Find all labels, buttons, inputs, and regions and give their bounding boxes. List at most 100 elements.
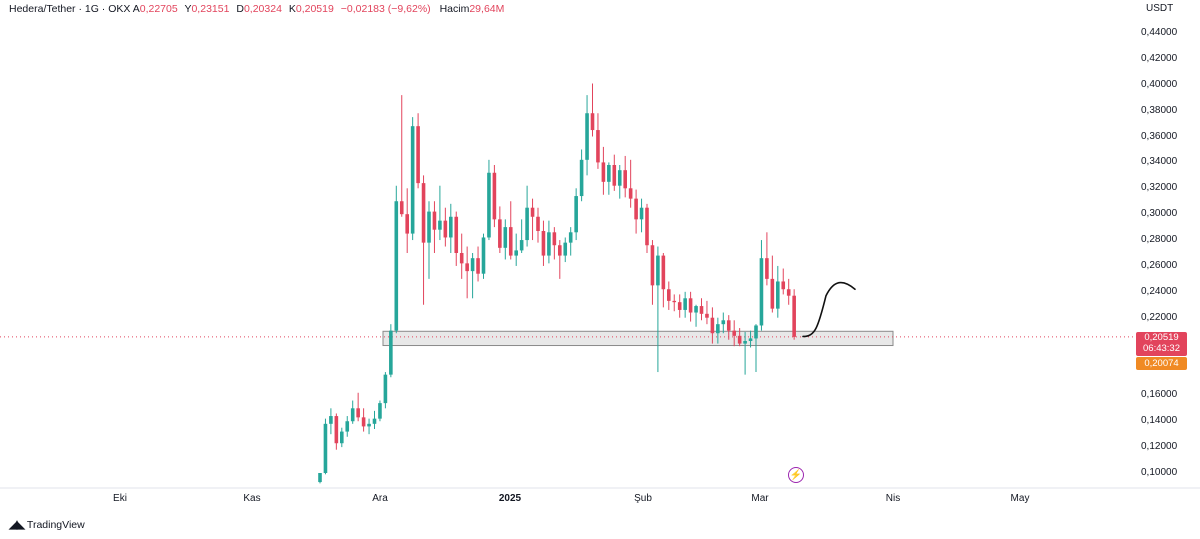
candle-body bbox=[623, 170, 627, 189]
open-value: 0,22705 bbox=[139, 3, 178, 15]
candle-body bbox=[389, 330, 393, 375]
candle-body bbox=[607, 165, 611, 182]
candle-body bbox=[487, 172, 491, 238]
candle-body bbox=[585, 113, 589, 160]
projection-arrow bbox=[802, 281, 856, 338]
open-label: A bbox=[132, 3, 140, 15]
price-tick-label: 0,44000 bbox=[1141, 27, 1178, 38]
candle-body bbox=[748, 338, 753, 341]
price-axis-unit: USDT bbox=[1146, 3, 1174, 14]
price-tick-label: 0,38000 bbox=[1141, 104, 1178, 116]
price-tick-label: 0,14000 bbox=[1141, 415, 1178, 427]
time-tick-label: Ara bbox=[372, 493, 388, 504]
candle-body bbox=[694, 306, 698, 313]
candle-body bbox=[726, 320, 731, 331]
candle-countdown: 06:43:32 bbox=[1143, 343, 1180, 354]
price-tick-label: 0,36000 bbox=[1141, 130, 1178, 142]
high-value: 0,23151 bbox=[191, 3, 230, 15]
candle-body bbox=[503, 227, 508, 248]
candle-body bbox=[498, 219, 502, 248]
candle-body bbox=[639, 207, 644, 220]
candle-body bbox=[372, 418, 377, 424]
price-tick-label: 0,10000 bbox=[1141, 467, 1178, 478]
candle-body bbox=[568, 232, 573, 243]
candle-body bbox=[361, 417, 366, 427]
candle-body bbox=[688, 298, 693, 313]
price-tick-label: 0,40000 bbox=[1141, 78, 1178, 90]
candle-body bbox=[340, 431, 344, 444]
low-label: D bbox=[236, 3, 244, 15]
candle-body bbox=[770, 278, 775, 309]
tradingview-logo[interactable]: ◢◣ TradingView bbox=[9, 518, 85, 532]
candle-body bbox=[617, 170, 622, 186]
candle-body bbox=[541, 231, 546, 256]
candle-body bbox=[667, 289, 671, 301]
candle-body bbox=[786, 289, 791, 296]
price-tick-label: 0,26000 bbox=[1141, 259, 1178, 271]
candle-body bbox=[563, 242, 568, 256]
candle-body bbox=[705, 313, 709, 318]
candle-body bbox=[781, 281, 786, 290]
candle-body bbox=[367, 423, 371, 427]
candle-body bbox=[579, 159, 584, 197]
tradingview-wordmark: TradingView bbox=[26, 518, 85, 531]
price-tick-label: 0,12000 bbox=[1141, 441, 1178, 453]
price-tick-label: 0,42000 bbox=[1141, 52, 1178, 64]
volume-label: Hacim bbox=[439, 3, 470, 15]
candle-body bbox=[710, 317, 715, 334]
candle-body bbox=[345, 421, 350, 432]
candle-body bbox=[519, 240, 524, 251]
time-tick-label: May bbox=[1010, 493, 1030, 504]
tradingview-logo-icon: ◢◣ bbox=[9, 519, 25, 531]
candle-body bbox=[394, 201, 399, 331]
candle-body bbox=[552, 232, 557, 246]
low-price-tag: 0,20074 bbox=[1136, 357, 1187, 370]
candle-body bbox=[318, 473, 322, 483]
lightning-icon[interactable]: ⚡ bbox=[788, 467, 804, 483]
price-tick-label: 0,16000 bbox=[1141, 389, 1178, 401]
candle-body bbox=[443, 220, 448, 238]
candle-body bbox=[628, 188, 633, 199]
current-price-value: 0,20519 bbox=[1144, 332, 1179, 343]
candle-body bbox=[459, 253, 464, 264]
close-value: 0,20519 bbox=[295, 3, 334, 15]
candle-body bbox=[792, 295, 796, 337]
price-tick-label: 0,34000 bbox=[1141, 156, 1178, 168]
candle-body bbox=[514, 250, 518, 256]
candle-body bbox=[399, 201, 404, 215]
candle-body bbox=[716, 324, 720, 334]
candle-body bbox=[421, 183, 426, 243]
candle-body bbox=[481, 237, 486, 274]
time-tick-label: Mar bbox=[751, 493, 769, 504]
candle-body bbox=[601, 162, 606, 182]
candle-body bbox=[574, 196, 578, 233]
candle-body bbox=[329, 416, 333, 424]
volume-value: 29,64M bbox=[469, 3, 505, 15]
candle-body bbox=[677, 302, 682, 310]
candle-body bbox=[449, 216, 453, 238]
candle-body bbox=[656, 255, 660, 286]
candle-body bbox=[558, 245, 562, 256]
candle-body bbox=[416, 126, 420, 184]
price-tick-label: 0,32000 bbox=[1141, 182, 1178, 194]
candle-body bbox=[683, 298, 687, 310]
candle-body bbox=[350, 408, 355, 422]
time-tick-label: Eki bbox=[113, 493, 127, 504]
candle-body bbox=[634, 198, 638, 220]
candle-body bbox=[334, 416, 339, 444]
candle-body bbox=[432, 211, 437, 230]
candle-body bbox=[508, 227, 513, 256]
candle-body bbox=[672, 300, 677, 303]
candle-body bbox=[754, 325, 758, 339]
candle-body bbox=[405, 214, 409, 234]
candle-body bbox=[699, 306, 704, 314]
candle-body bbox=[765, 258, 769, 279]
candle-body bbox=[596, 130, 600, 163]
candle-body bbox=[721, 320, 726, 325]
candle-body bbox=[465, 263, 469, 272]
symbol-label[interactable]: Hedera/Tether · 1G · OKX bbox=[9, 3, 131, 15]
candle-body bbox=[427, 211, 431, 243]
candle-body bbox=[476, 258, 480, 274]
candle-body bbox=[547, 232, 551, 256]
